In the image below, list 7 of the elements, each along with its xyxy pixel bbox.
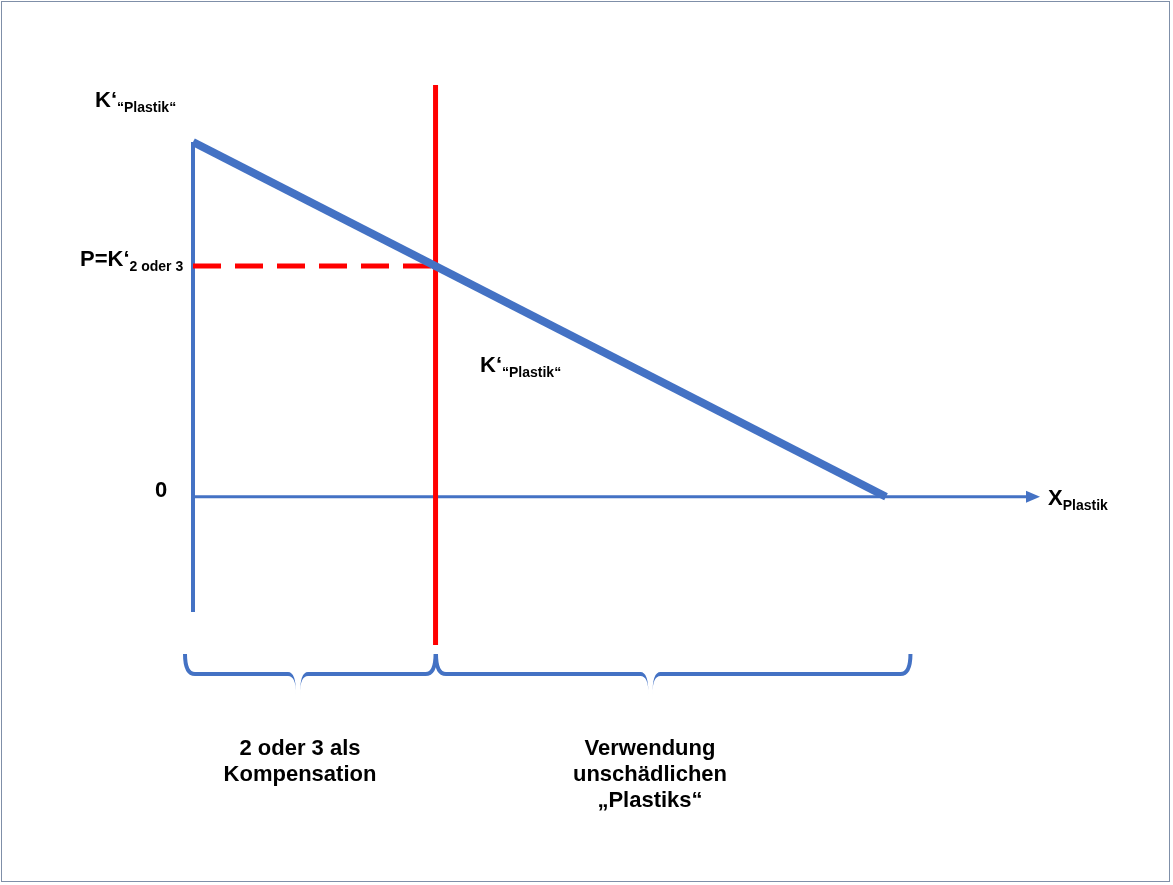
ref-line-label: P=K‘$_{2 oder 3}$	[80, 246, 184, 275]
text: Verwendung unschädlichen „Plastiks“	[571, 735, 728, 813]
x-axis-title: X$_{Plastik}$	[1048, 484, 1108, 514]
annotation: 0	[155, 476, 168, 503]
annotation: K‘$_{“Plastik“}$	[480, 352, 562, 381]
y-axis-title: K‘$_{“Plastik“}$	[95, 86, 177, 116]
text: 2 oder 3 als Kompensation	[222, 735, 378, 787]
